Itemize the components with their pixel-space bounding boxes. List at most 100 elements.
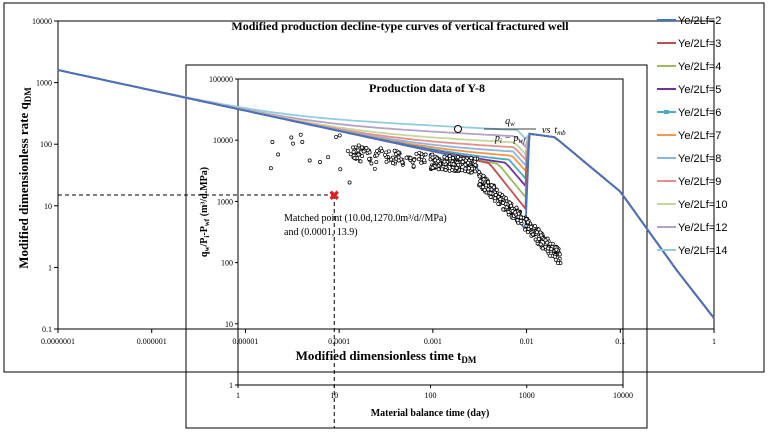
scatter-point [536, 237, 541, 241]
scatter-point [348, 152, 353, 157]
scatter-point [360, 154, 365, 159]
scatter-point [538, 242, 543, 247]
scatter-point [351, 145, 356, 150]
scatter-point [463, 166, 468, 171]
outer-plot-area [57, 20, 715, 330]
scatter-point [396, 150, 401, 155]
scatter-point [478, 179, 483, 183]
legend-entry-label: Ye/2Lf=6 [678, 107, 721, 119]
scatter-point [466, 169, 471, 174]
scatter-point [494, 187, 499, 192]
scatter-point [488, 195, 493, 199]
scatter-point [411, 164, 416, 169]
scatter-point [482, 188, 487, 192]
scatter-point [414, 151, 419, 156]
scatter-point [375, 148, 379, 153]
scatter-point [553, 257, 558, 262]
inner-chart-title: Production data of Y-8 [369, 81, 485, 95]
scatter-point [359, 145, 364, 150]
scatter-point [408, 156, 413, 161]
scatter-point [469, 156, 474, 161]
legend-entry-label: Ye/2Lf=14 [678, 245, 727, 257]
scatter-point [549, 247, 554, 252]
outer-x-tick-label: 0.1 [615, 337, 625, 346]
inner-chart-frame [185, 64, 648, 429]
outer-y-axis-title: Modified dimensionless rate qDM [16, 87, 33, 269]
scatter-point [456, 155, 460, 160]
scatter-point [307, 158, 312, 163]
scatter-point [501, 201, 506, 205]
scatter-legend: qw pi − pwf vs tmb [454, 116, 566, 145]
outer-tick-labels: 0.0000001 0.000001 0.00001 0.0001 0.001 0.01 0… [32, 17, 716, 346]
outer-chart-frame [3, 2, 765, 373]
legend-swatch-marker [664, 110, 669, 114]
scatter-point [525, 220, 530, 225]
scatter-point [383, 152, 387, 157]
legend-entry-label: Ye/2Lf=2 [678, 15, 721, 27]
scatter-point [509, 203, 513, 208]
scatter-point [270, 140, 275, 144]
inner-y-tick-label: 100 [221, 259, 233, 268]
scatter-point [443, 168, 448, 172]
scatter-point [396, 158, 401, 163]
scatter-point [554, 247, 559, 252]
scatter-point [450, 156, 455, 160]
legend-entry-label: Ye/2Lf=7 [678, 130, 721, 142]
scatter-point [419, 154, 424, 159]
scatter-point [539, 233, 544, 238]
scatter-point [493, 196, 497, 201]
scatter-point [372, 166, 377, 171]
scatter-point [481, 173, 486, 178]
scatter-point [546, 246, 551, 251]
outer-y-tick-label: 10000 [32, 17, 52, 26]
scatter-point [356, 148, 361, 153]
scatter-legend-marker [454, 125, 462, 133]
scatter-point [456, 162, 461, 167]
scatter-point [454, 165, 459, 170]
scatter-point [548, 241, 553, 246]
inner-x-tick-label: 10000 [613, 391, 633, 400]
scatter-point [300, 140, 305, 144]
scatter-point [473, 156, 478, 161]
outer-x-tick-label: 1 [712, 337, 716, 346]
legend-entry-label: Ye/2Lf=3 [678, 38, 721, 50]
scatter-point [501, 207, 506, 212]
formula-numerator: qw [505, 116, 515, 128]
inner-y-axis-title: qw/Pi-Pwf (m³/d.MPa) [199, 167, 211, 257]
match-annotation-line2: and (0.0001, 13.9) [284, 227, 358, 238]
scatter-point [430, 165, 435, 170]
scatter-point [430, 155, 435, 160]
inner-y-tick-label: 1000 [217, 197, 233, 206]
scatter-point [423, 152, 428, 157]
scatter-point [298, 132, 303, 137]
inner-x-tick-label: 100 [425, 391, 437, 400]
outer-y-tick-label: 0.1 [42, 325, 52, 334]
outer-y-tick-label: 1000 [36, 79, 52, 88]
scatter-point [289, 135, 294, 140]
outer-y-tick-label: 1 [48, 263, 52, 272]
legend-entry-label: Ye/2Lf=5 [678, 84, 721, 96]
legend-entry-label: Ye/2Lf=9 [678, 176, 721, 188]
scatter-point [337, 133, 342, 138]
inner-x-axis-title: Material balance time (day) [371, 408, 490, 419]
scatter-point [556, 261, 561, 266]
scatter-point [436, 167, 441, 172]
outer-x-tick-label: 0.01 [520, 337, 534, 346]
scatter-point [412, 157, 417, 162]
scatter-point [525, 230, 530, 235]
scatter-point [400, 160, 405, 165]
scatter-point [484, 183, 489, 188]
scatter-point [470, 166, 475, 171]
scatter-point [486, 180, 491, 185]
inner-y-tick-label: 10000 [213, 136, 233, 145]
scatter-point [338, 167, 343, 172]
scatter-point [356, 143, 361, 148]
legend-entry-label: Ye/2Lf=8 [678, 153, 721, 165]
outer-type-curves [57, 69, 715, 319]
scatter-point [534, 230, 539, 235]
scatter-point [460, 168, 464, 173]
scatter-point [374, 153, 379, 158]
scatter-point [389, 157, 394, 162]
